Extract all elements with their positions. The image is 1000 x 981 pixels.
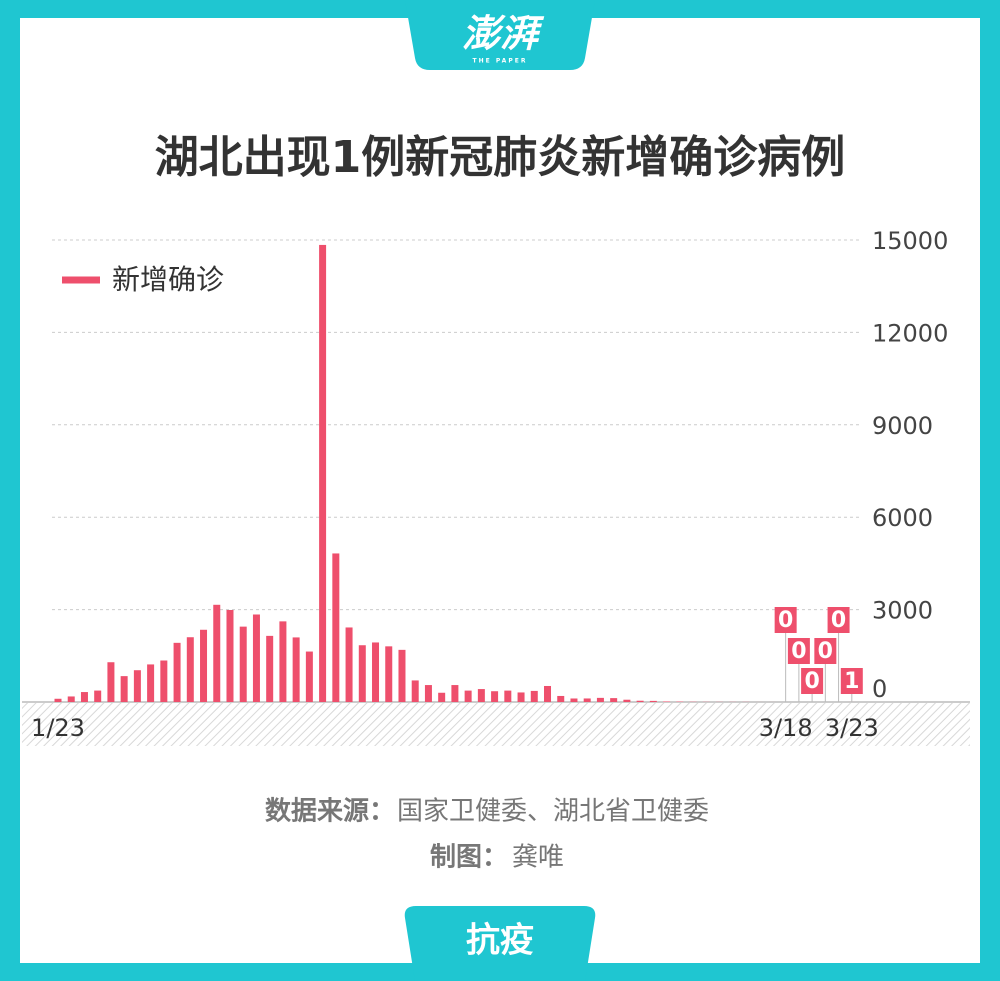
data-label: 0 bbox=[791, 639, 806, 664]
bar bbox=[451, 685, 459, 702]
y-tick-label: 0 bbox=[872, 675, 887, 703]
bar bbox=[544, 685, 552, 702]
bar bbox=[160, 660, 168, 702]
bar bbox=[424, 685, 432, 702]
label-box bbox=[827, 607, 850, 633]
footer-tab bbox=[404, 906, 596, 981]
bar bbox=[173, 642, 181, 702]
data-label: 0 bbox=[804, 669, 819, 694]
data-label: 0 bbox=[778, 608, 793, 633]
bar bbox=[266, 635, 274, 702]
bar bbox=[292, 637, 300, 702]
bar bbox=[663, 701, 671, 702]
bar bbox=[239, 626, 247, 702]
bar bbox=[477, 689, 485, 702]
bar bbox=[186, 637, 194, 702]
source-value: 国家卫健委、湖北省卫健委 bbox=[397, 797, 709, 827]
y-tick-label: 9000 bbox=[872, 412, 933, 440]
bar bbox=[120, 676, 128, 702]
credit-label: 制图： bbox=[430, 843, 508, 873]
bar bbox=[610, 698, 618, 702]
axis-band bbox=[22, 703, 970, 746]
bar bbox=[517, 692, 525, 702]
y-tick-label: 12000 bbox=[872, 319, 948, 347]
credit-value: 龚唯 bbox=[512, 843, 564, 873]
logo-tab bbox=[405, 0, 595, 70]
bar bbox=[583, 698, 591, 702]
bar bbox=[107, 662, 115, 702]
logo-subtext: THE PAPER bbox=[473, 58, 528, 65]
bar bbox=[596, 697, 604, 702]
source-label: 数据来源： bbox=[265, 797, 395, 827]
bar bbox=[80, 692, 88, 702]
x-tick-label: 3/23 bbox=[825, 714, 879, 742]
bar bbox=[213, 604, 221, 702]
bar bbox=[305, 651, 313, 702]
label-box bbox=[840, 668, 863, 694]
bar bbox=[398, 649, 406, 702]
bar bbox=[279, 621, 287, 702]
x-tick-label: 1/23 bbox=[31, 714, 85, 742]
bar bbox=[438, 692, 446, 702]
bar bbox=[226, 610, 234, 702]
bar bbox=[557, 695, 565, 702]
bar bbox=[491, 691, 499, 702]
bar bbox=[623, 699, 631, 702]
bar bbox=[147, 664, 155, 702]
label-box bbox=[787, 638, 810, 664]
bar bbox=[358, 645, 366, 702]
bar bbox=[530, 690, 538, 702]
bar bbox=[570, 698, 578, 702]
bar bbox=[649, 700, 657, 702]
bar bbox=[372, 642, 380, 702]
legend-label: 新增确诊 bbox=[112, 263, 224, 296]
bar bbox=[504, 690, 512, 702]
bar bbox=[133, 670, 141, 702]
bar bbox=[252, 614, 260, 702]
y-tick-label: 3000 bbox=[872, 597, 933, 625]
bar bbox=[200, 629, 208, 702]
logo: 澎湃 bbox=[462, 12, 545, 56]
bar bbox=[319, 244, 327, 703]
bar bbox=[411, 680, 419, 702]
data-label: 0 bbox=[818, 639, 833, 664]
bar bbox=[385, 646, 393, 702]
y-tick-label: 6000 bbox=[872, 504, 933, 532]
bar bbox=[94, 690, 102, 702]
footer-text: 抗疫 bbox=[466, 921, 534, 961]
card bbox=[20, 18, 980, 963]
bar bbox=[636, 700, 644, 702]
data-label: 1 bbox=[844, 669, 859, 694]
bar bbox=[332, 553, 340, 702]
bar bbox=[54, 698, 62, 702]
bar bbox=[345, 627, 353, 702]
label-box bbox=[774, 607, 797, 633]
bar bbox=[67, 696, 75, 702]
data-label: 0 bbox=[831, 608, 846, 633]
label-box bbox=[814, 638, 837, 664]
chart-title: 湖北出现1例新冠肺炎新增确诊病例 bbox=[155, 132, 846, 183]
bar bbox=[464, 690, 472, 702]
label-box bbox=[801, 668, 824, 694]
y-tick-label: 15000 bbox=[872, 227, 948, 255]
x-tick-label: 3/18 bbox=[759, 714, 813, 742]
